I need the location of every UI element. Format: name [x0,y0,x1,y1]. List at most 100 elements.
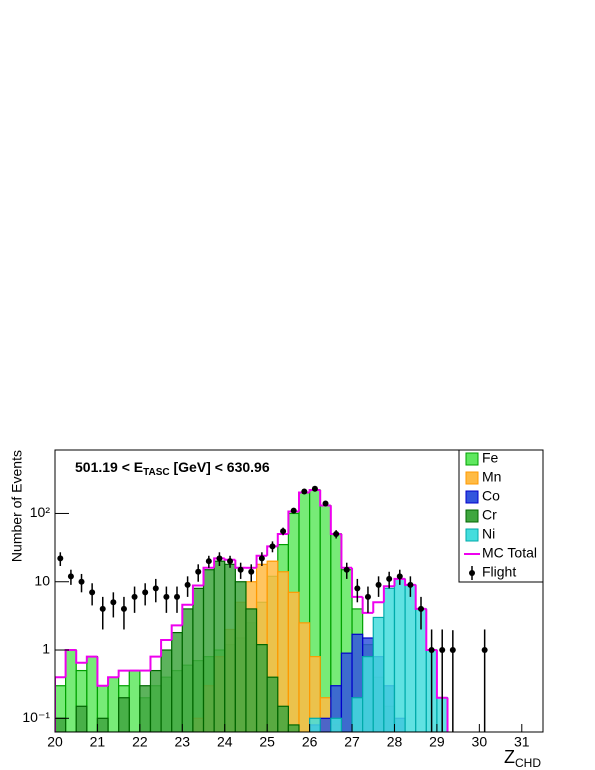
histogram-bin [393,578,406,732]
histogram-bin [160,649,173,732]
data-point [322,500,329,507]
mc-total-step [107,676,119,686]
histogram-bin [65,649,77,732]
data-point [184,581,191,588]
mc-total-step [351,567,363,598]
histogram-bin [383,587,396,732]
title-prefix: 501.19 < E [75,459,143,475]
x-tick-label: 21 [90,734,106,750]
mc-total-step [393,577,406,587]
data-point [343,566,350,573]
data-point [407,581,414,588]
mc-total-step [361,596,374,614]
histogram-bin [149,669,162,732]
legend-label: Ni [482,526,495,542]
data-point [481,647,488,654]
mc-total-step [96,656,109,687]
legend-label: Cr [482,507,497,523]
histogram-bin [192,587,205,732]
histogram-bin [202,569,215,732]
plot-frame [54,449,544,733]
data-point [301,488,308,495]
data-point [216,555,223,562]
histogram-bin [245,608,258,732]
histogram-bin [340,652,353,732]
histogram-bin [404,584,417,732]
legend-label: Co [482,488,500,504]
histogram-bin [234,581,247,732]
data-point [99,605,106,612]
x-tick-label: 26 [302,734,318,750]
data-point [396,573,403,580]
data-point [269,543,276,550]
histogram-bin [213,560,226,732]
y-tick-label: 1 [42,641,50,657]
histogram-bin [107,676,120,732]
histogram-bin [86,656,99,732]
histogram-bin [181,608,194,732]
legend-point [469,570,475,576]
x-tick-label: 24 [217,734,233,750]
legend-label: Flight [482,564,516,580]
legend-swatch [465,471,479,485]
histogram-bin [372,616,385,732]
histogram-bin [330,717,343,732]
histogram-bin [309,717,321,732]
mc-total-step [170,624,183,641]
data-point [248,568,255,575]
histogram-bin [224,563,236,732]
histogram-bin [255,644,268,732]
legend-swatch [465,509,479,523]
data-point [110,599,117,606]
data-point [78,578,85,585]
data-point [364,593,371,600]
data-point [354,585,361,592]
chart-title: 501.19 < ETASC [GeV] < 630.96 [75,459,270,478]
mc-total-step [382,585,395,603]
title-subscript: TASC [143,467,169,478]
mc-total-step [255,554,268,568]
data-point [142,589,149,596]
x-tick-label: 27 [344,734,360,750]
mc-total-step [85,655,98,663]
histogram-bin [75,705,88,732]
data-point [375,581,382,588]
histogram-bin [96,717,109,732]
data-point [227,558,234,565]
mc-total-step [191,584,204,605]
mc-total-step [372,601,384,613]
data-point [67,573,74,580]
x-title-subscript: CHD [515,756,541,770]
mc-total-step [55,676,66,732]
x-tick-label: 23 [175,734,191,750]
data-point [152,585,159,592]
data-point [163,593,170,600]
mc-total-step [160,639,172,657]
legend-swatch [465,528,479,542]
mc-total-step [149,655,162,671]
histogram-bin [139,685,152,732]
data-point [57,555,64,562]
data-point [195,568,202,575]
x-tick-label: 28 [387,734,403,750]
legend-swatch [465,452,479,466]
data-point [237,566,244,573]
histogram-bin [266,676,279,732]
data-point [131,593,138,600]
histogram-bin [277,705,289,732]
mc-total-step [75,650,87,664]
x-tick-label: 22 [132,734,148,750]
mc-total-step [117,669,130,678]
data-point [428,647,435,654]
data-point [333,531,340,538]
legend-swatch [465,490,479,504]
mc-total-step [181,603,193,626]
histogram-bin [319,717,332,732]
data-point [89,589,96,596]
data-point [449,647,456,654]
legend-label: MC Total [482,545,537,561]
x-tick-label: 25 [259,734,275,750]
mc-total-step [276,533,289,547]
x-title-main: Z [504,747,515,767]
x-tick-label: 30 [472,734,488,750]
